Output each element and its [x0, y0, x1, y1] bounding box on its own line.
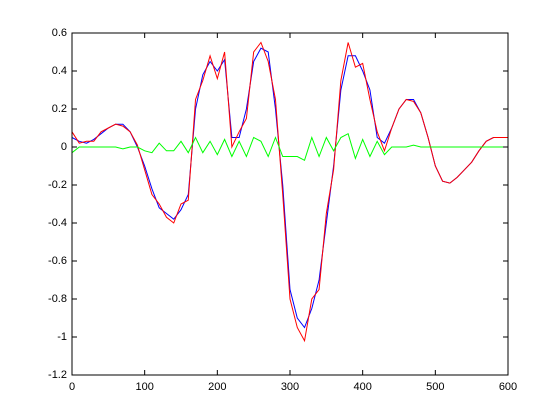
y-tick-label: 0	[61, 141, 67, 153]
y-tick-label: -1	[57, 331, 67, 343]
x-tick-label: 500	[426, 381, 444, 393]
y-tick-label: 0.4	[52, 65, 67, 77]
x-tick-label: 300	[281, 381, 299, 393]
data-line	[71, 132, 508, 162]
x-tick-label: 600	[499, 381, 517, 393]
y-tick-label: 0.2	[52, 103, 67, 115]
y-tick-label: -0.4	[48, 217, 67, 229]
y-tick-label: -0.8	[48, 293, 67, 305]
x-tick-label: 0	[69, 381, 75, 393]
y-tick-label: -0.6	[48, 255, 67, 267]
y-tick-label: 0.6	[52, 27, 67, 39]
data-line	[71, 41, 508, 343]
plot-area	[72, 33, 508, 375]
y-tick-label: -0.2	[48, 179, 67, 191]
x-tick-label: 400	[353, 381, 371, 393]
x-tick-label: 100	[135, 381, 153, 393]
x-tick-label: 200	[208, 381, 226, 393]
y-tick-label: -1.2	[48, 369, 67, 381]
